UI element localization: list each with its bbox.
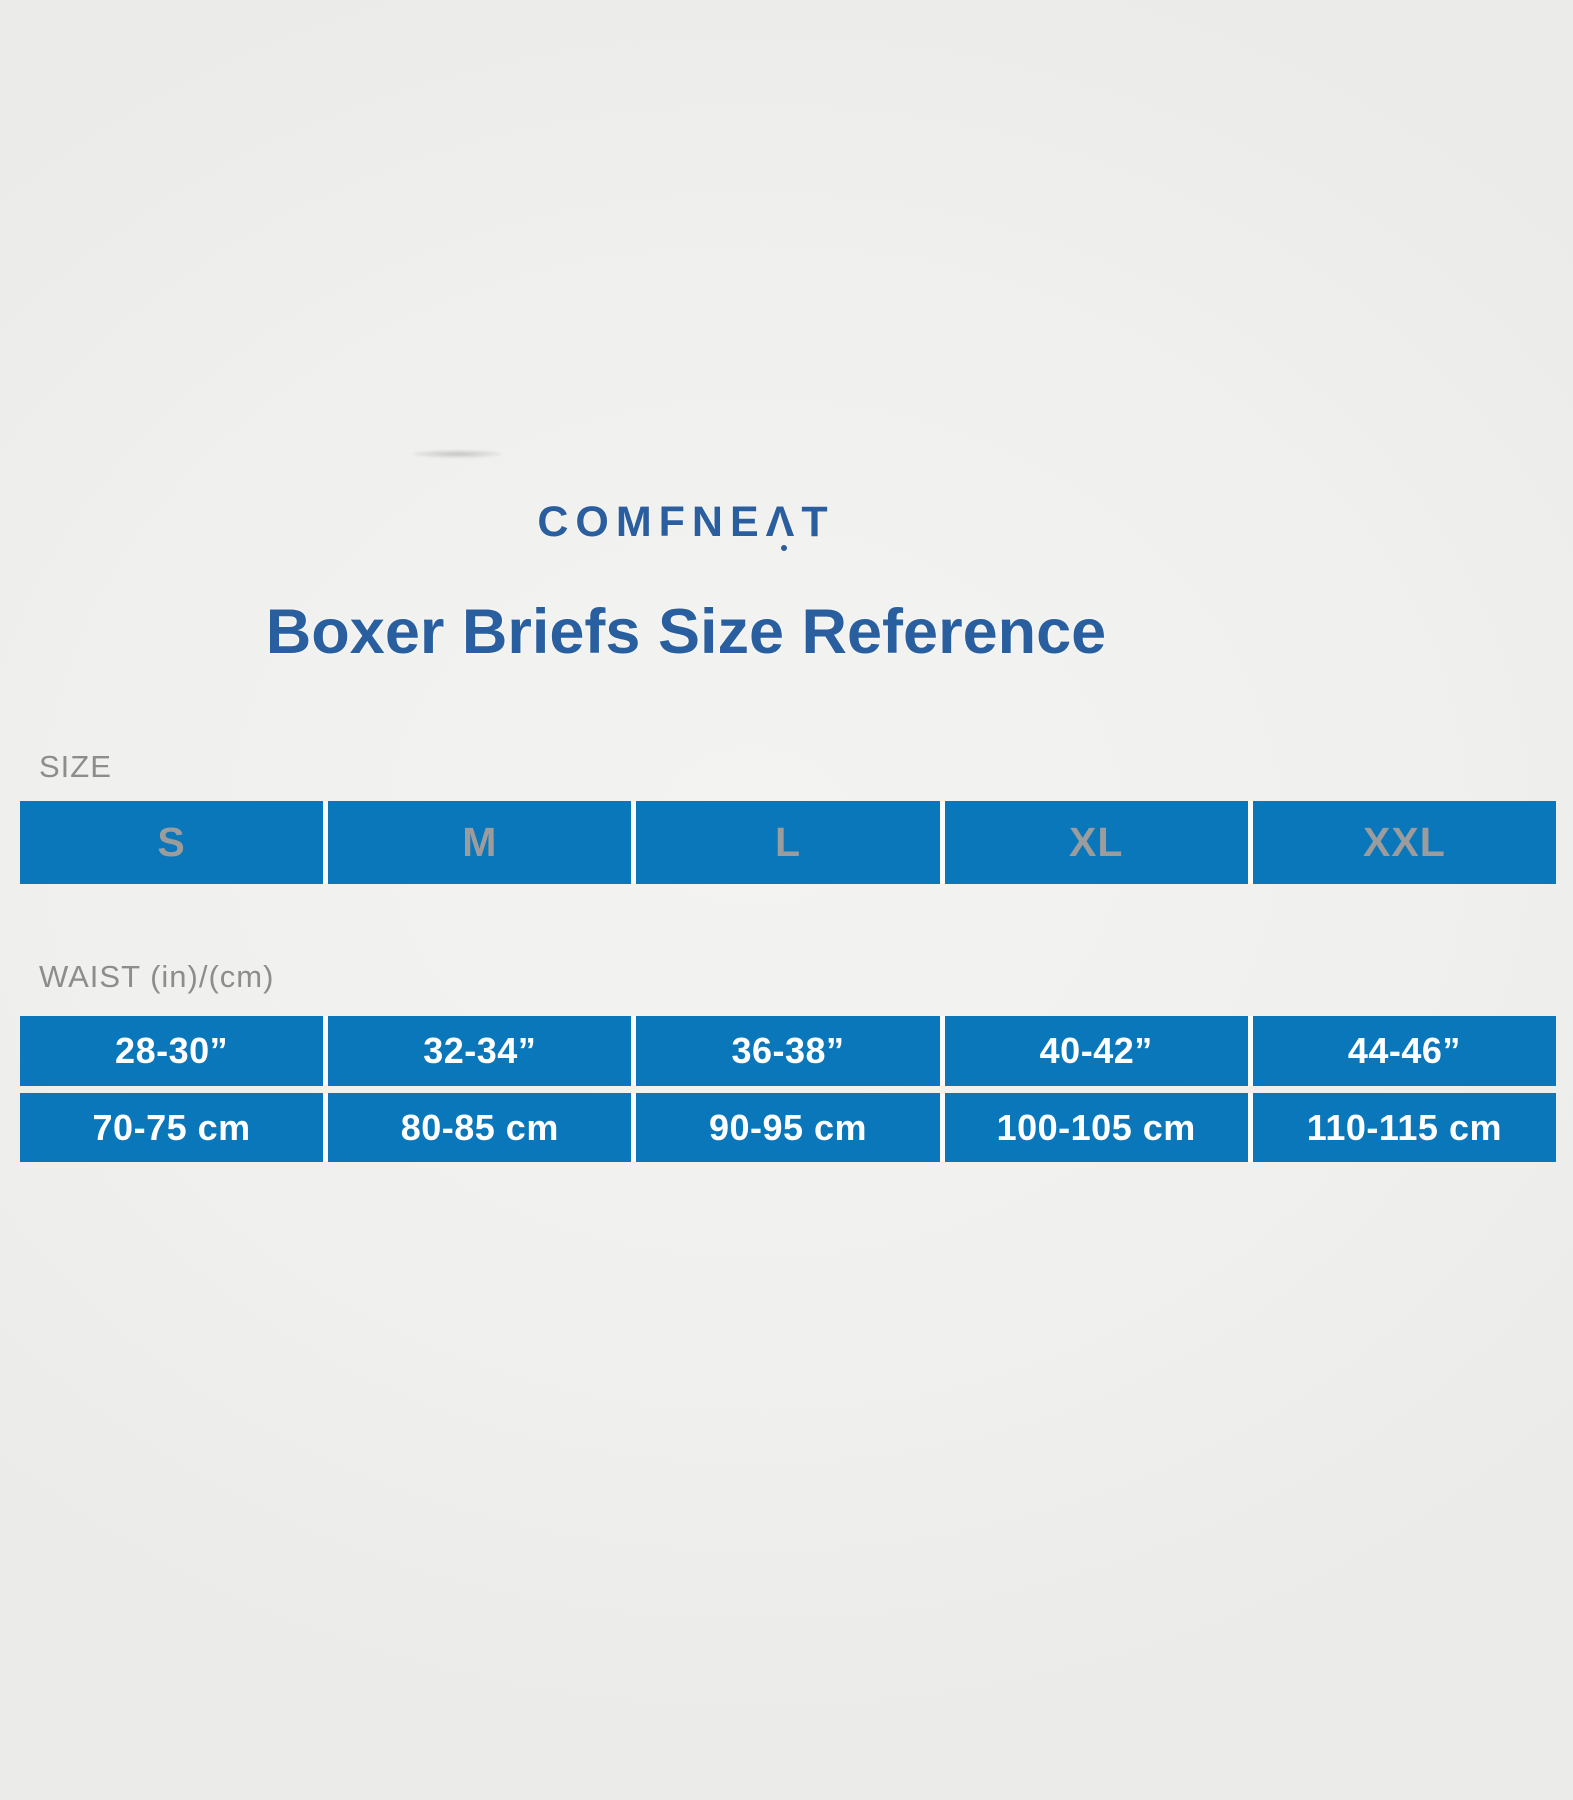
brand-logo: COMFNEΛT (0, 498, 1372, 547)
brand-logo-text-start: COMFNE (537, 498, 766, 546)
waist-cm-cell-m: 80-85 cm (328, 1093, 632, 1162)
size-cell-xxl: XXL (1252, 801, 1556, 884)
page-title: Boxer Briefs Size Reference (265, 597, 1107, 667)
photo-smudge-artifact (412, 450, 502, 458)
size-cell-s: S (20, 801, 324, 884)
size-row: S M L XL XXL (20, 801, 1556, 884)
waist-inches-row: 28-30” 32-34” 36-38” 40-42” 44-46” (20, 1016, 1556, 1086)
size-cell-m: M (328, 801, 632, 884)
brand-logo-stylized-a: Λ (765, 498, 802, 546)
waist-cm-cell-xl: 100-105 cm (944, 1093, 1248, 1162)
size-cell-xl: XL (944, 801, 1248, 884)
brand-logo-text-end: T (801, 498, 835, 546)
waist-in-cell-m: 32-34” (328, 1016, 632, 1086)
waist-in-cell-xl: 40-42” (944, 1016, 1248, 1086)
waist-cm-cell-l: 90-95 cm (636, 1093, 940, 1162)
size-cell-l: L (636, 801, 940, 884)
waist-cm-cell-s: 70-75 cm (20, 1093, 324, 1162)
waist-in-cell-l: 36-38” (636, 1016, 940, 1086)
waist-in-cell-s: 28-30” (20, 1016, 324, 1086)
waist-in-cell-xxl: 44-46” (1252, 1016, 1556, 1086)
waist-cm-cell-xxl: 110-115 cm (1252, 1093, 1556, 1162)
waist-row-label: WAIST (in)/(cm) (39, 959, 275, 994)
waist-cm-row: 70-75 cm 80-85 cm 90-95 cm 100-105 cm 11… (20, 1093, 1556, 1162)
size-row-label: SIZE (39, 749, 112, 784)
